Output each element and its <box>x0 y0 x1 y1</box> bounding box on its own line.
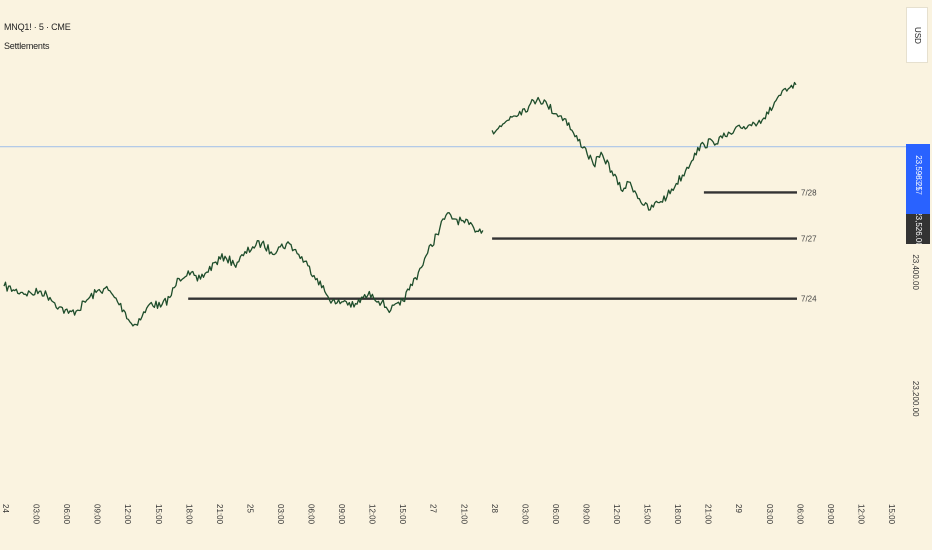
currency-button[interactable]: USD <box>906 7 928 63</box>
x-tick-label: 18:00 <box>184 504 193 525</box>
x-tick-label: 12:00 <box>612 504 621 525</box>
y-tick-label: 23,200.00 <box>911 381 920 417</box>
x-tick-label: 15:00 <box>887 504 896 525</box>
x-tick-label: 12:00 <box>123 504 132 525</box>
x-tick-label: 21:00 <box>215 504 224 525</box>
settlement-label: 7/24 <box>801 295 817 304</box>
x-tick-label: 09:00 <box>582 504 591 525</box>
x-tick-label: 12:00 <box>368 504 377 525</box>
last-price-tag: 23,598.25 03:17 <box>906 144 930 214</box>
price-series <box>3 81 797 327</box>
x-tick-label: 03:00 <box>276 504 285 525</box>
x-tick-label: 06:00 <box>62 504 71 525</box>
x-tick-label: 03:00 <box>32 504 41 525</box>
x-tick-label: 18:00 <box>673 504 682 525</box>
x-tick-label: 06:00 <box>795 504 804 525</box>
previous-settlement-tag: 23,526.00 <box>906 214 930 244</box>
symbol-title[interactable]: MNQ1! · 5 · CME <box>4 22 71 32</box>
x-tick-label: 03:00 <box>765 504 774 525</box>
y-tick-label: 23,400.00 <box>911 254 920 290</box>
x-tick-label: 15:00 <box>398 504 407 525</box>
x-tick-label: 29 <box>734 504 743 513</box>
settlement-label: 7/28 <box>801 188 817 197</box>
x-tick-label: 06:00 <box>551 504 560 525</box>
x-tick-label: 06:00 <box>307 504 316 525</box>
settlement-label: 7/27 <box>801 235 817 244</box>
indicator-title[interactable]: Settlements <box>4 41 50 51</box>
x-tick-label: 09:00 <box>826 504 835 525</box>
x-tick-label: 09:00 <box>337 504 346 525</box>
x-tick-label: 25 <box>245 504 254 513</box>
x-tick-label: 15:00 <box>643 504 652 525</box>
x-tick-label: 15:00 <box>154 504 163 525</box>
x-tick-label: 21:00 <box>459 504 468 525</box>
x-tick-label: 03:00 <box>520 504 529 525</box>
x-tick-label: 21:00 <box>704 504 713 525</box>
x-tick-label: 27 <box>429 504 438 513</box>
x-tick-label: 28 <box>490 504 499 513</box>
x-tick-label: 24 <box>1 504 10 513</box>
x-tick-label: 09:00 <box>93 504 102 525</box>
x-tick-label: 12:00 <box>856 504 865 525</box>
